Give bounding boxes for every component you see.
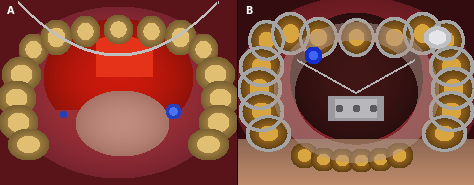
Text: A: A bbox=[7, 6, 15, 16]
Text: B: B bbox=[245, 6, 252, 16]
